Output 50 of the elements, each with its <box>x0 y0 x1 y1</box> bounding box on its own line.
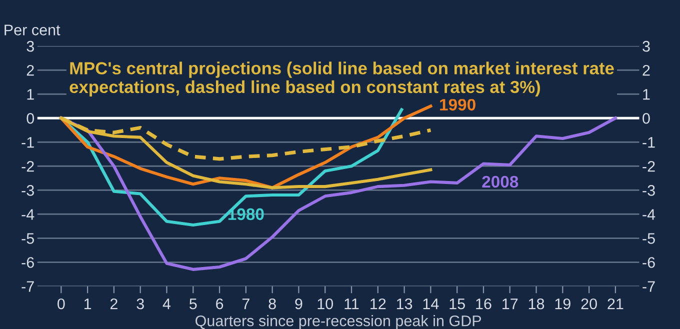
x-tick-label: 15 <box>450 298 465 310</box>
x-tick-label: 13 <box>396 298 412 310</box>
x-tick-label: 5 <box>189 298 197 310</box>
y-tick-label: -4 <box>22 209 34 220</box>
y-tick-label: -7 <box>22 281 34 292</box>
y2-tick-label: -4 <box>642 209 656 220</box>
x-tick-label: 1 <box>84 298 92 310</box>
y2-tick-label: 0 <box>642 112 650 124</box>
y2-tick-label: 2 <box>642 64 650 76</box>
y2-tick-label: 3 <box>642 40 650 52</box>
series-label: 2008 <box>482 176 518 188</box>
x-tick-label: 14 <box>423 298 439 310</box>
x-tick-label: 19 <box>555 298 570 310</box>
x-tick-label: 12 <box>370 298 386 310</box>
y2-tick-label: -2 <box>642 161 655 172</box>
x-tick-label: 20 <box>581 298 597 310</box>
x-tick-label: 10 <box>318 298 334 310</box>
y-axis-title: Per cent <box>4 24 60 36</box>
x-tick-label: 7 <box>242 298 250 310</box>
y2-tick-label: -6 <box>642 257 655 268</box>
y-tick-label: 3 <box>26 40 34 52</box>
x-tick-label: 16 <box>476 298 492 310</box>
y-tick-label: -3 <box>22 185 34 196</box>
x-tick-label: 4 <box>162 298 171 310</box>
annotation: MPC's central projections (solid line based on market interest rate expectations, dashed line based on constant rates at 3%) <box>70 62 614 97</box>
x-axis-title: Quarters since pre-recession peak in GDP <box>196 315 482 329</box>
y2-tick-label: -3 <box>642 185 655 196</box>
x-tick-label: 17 <box>502 298 518 310</box>
y-tick-label: -1 <box>22 137 34 148</box>
x-tick-label: 3 <box>136 298 144 310</box>
series-label: 1980 <box>228 208 264 220</box>
series-label: 1990 <box>440 98 476 111</box>
x-tick-label: 6 <box>216 298 224 310</box>
x-tick-label: 2 <box>110 298 118 310</box>
x-tick-label: 18 <box>528 298 544 310</box>
x-tick-label: 9 <box>295 298 302 310</box>
y-tick-label: -2 <box>22 161 34 172</box>
x-tick-label: 8 <box>268 298 276 310</box>
y-tick-label: -6 <box>22 257 34 268</box>
y-tick-label: 2 <box>26 64 34 76</box>
x-tick-label: 0 <box>58 298 65 310</box>
x-tick-label: 21 <box>608 298 624 310</box>
x-tick-label: 11 <box>344 298 359 310</box>
y-tick-label: -5 <box>22 233 34 244</box>
y2-tick-label: -1 <box>642 137 655 148</box>
y2-tick-label: -7 <box>642 281 655 292</box>
y-tick-label: 0 <box>26 112 34 124</box>
y2-tick-label: 1 <box>643 89 650 100</box>
y2-tick-label: -5 <box>642 233 655 244</box>
y-tick-label: 1 <box>27 89 34 100</box>
